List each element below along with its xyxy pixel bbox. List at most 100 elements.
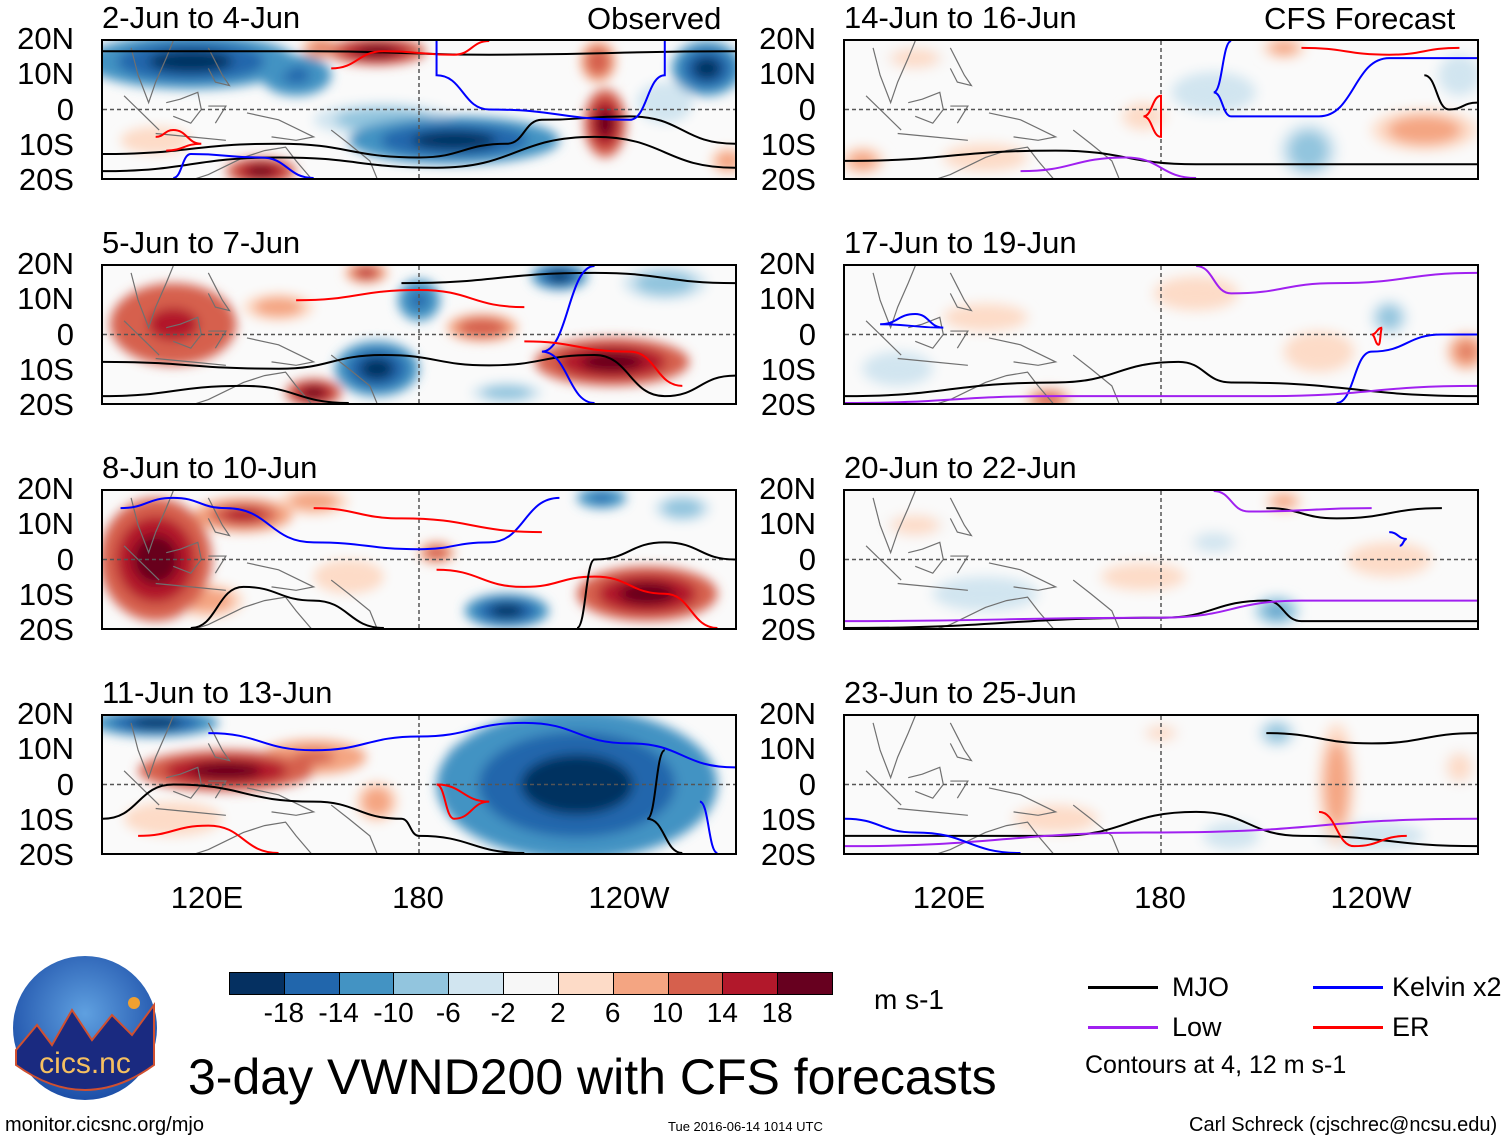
coastline — [950, 781, 968, 798]
coastline — [156, 808, 226, 815]
coastline — [866, 771, 901, 805]
anomaly-blob — [1451, 67, 1468, 84]
wave-contour — [208, 723, 735, 768]
anomaly-field — [880, 491, 1432, 625]
anomaly-blob — [148, 50, 233, 73]
legend-er-line — [1313, 1026, 1383, 1029]
y-tick-label: 20N — [17, 696, 74, 731]
map-panel-observed — [101, 39, 737, 180]
colorbar-label: -10 — [373, 997, 414, 1028]
anomaly-blob — [671, 502, 694, 514]
coastline — [247, 113, 314, 140]
y-tick-label: 10S — [760, 126, 816, 162]
wave-contour — [845, 819, 1477, 846]
y-tick-label: 20N — [17, 21, 74, 56]
logo-text: cics.nc — [39, 1047, 131, 1080]
y-tick-label: 10S — [18, 351, 74, 387]
legend-mjo-label: MJO — [1172, 972, 1229, 1002]
coastline — [331, 580, 377, 628]
y-tick-label: 10N — [759, 731, 816, 767]
wave-contour — [542, 266, 595, 403]
anomaly-blob — [901, 52, 930, 64]
anomaly-blob — [368, 793, 386, 810]
coastline — [898, 808, 968, 815]
panel-title: 11-Jun to 13-Jun — [102, 675, 333, 710]
coastline — [873, 266, 915, 328]
x-tick-120e-left: 120E — [170, 880, 244, 915]
coastline — [208, 331, 226, 348]
coastline — [908, 317, 943, 348]
anomaly-blob — [1219, 830, 1243, 842]
wave-contour — [845, 601, 1477, 628]
panel-title: 23-Jun to 25-Jun — [844, 675, 1077, 710]
wave-contour — [1196, 266, 1477, 293]
wave-contour — [103, 785, 524, 854]
y-tick-label: 0 — [798, 91, 816, 127]
anomaly-blob — [653, 94, 677, 111]
observed-label: Observed — [587, 1, 722, 36]
y-tick-label: 20S — [760, 837, 816, 872]
anomaly-blob — [1276, 497, 1291, 506]
x-tick-180-left: 180 — [392, 880, 444, 915]
anomaly-blob — [1297, 139, 1320, 162]
legend-mjo-line — [1088, 986, 1158, 989]
anomaly-blob — [194, 593, 223, 608]
anomaly-blob — [360, 357, 394, 380]
coastline — [989, 338, 1056, 365]
y-tick-label: 0 — [798, 766, 816, 802]
legend-low-label: Low — [1172, 1012, 1222, 1042]
anomaly-blob — [1038, 813, 1073, 825]
wave-contour — [845, 151, 1477, 165]
anomaly-blob — [468, 322, 497, 334]
anomaly-blob — [1202, 536, 1225, 548]
y-tick-label: 0 — [56, 316, 74, 352]
coastline — [208, 781, 226, 798]
wave-contour — [1372, 328, 1383, 345]
anomaly-blob — [223, 508, 264, 522]
coastline — [124, 96, 159, 130]
coastline — [950, 498, 971, 536]
y-tick-label: 20N — [759, 246, 816, 281]
coastline — [989, 113, 1056, 140]
y-tick-label: 20N — [759, 471, 816, 506]
wave-contour — [1319, 812, 1407, 846]
colorbar-units: m s-1 — [874, 984, 944, 1015]
colorbar-label: -14 — [318, 997, 359, 1028]
anomaly-blob — [619, 582, 676, 605]
anomaly-blob — [334, 569, 363, 584]
colorbar-swatch — [557, 972, 614, 995]
author-credit: Carl Schreck (cjschrec@ncsu.edu) — [1189, 1114, 1498, 1136]
y-tick-label: 10N — [17, 731, 74, 767]
coastline — [331, 805, 377, 853]
anomaly-blob — [313, 43, 328, 52]
y-tick-label: 10N — [17, 506, 74, 542]
source-link[interactable]: monitor.cicsnc.org/mjo — [5, 1114, 204, 1136]
colorbar-swatch — [393, 972, 450, 995]
colorbar-label: 6 — [604, 997, 621, 1028]
coastline — [898, 133, 968, 140]
coastline — [124, 321, 159, 355]
anomaly-blob — [1459, 344, 1474, 359]
wave-contour — [331, 41, 489, 68]
contour-note: Contours at 4, 12 m s-1 — [1085, 1051, 1347, 1079]
x-tick-120w-right: 120W — [1330, 880, 1412, 915]
anomaly-field — [110, 266, 707, 403]
anomaly-blob — [302, 387, 325, 399]
coastline — [247, 338, 314, 365]
coastline — [131, 266, 173, 328]
wave-contour — [437, 570, 718, 628]
map-panel-forecast — [843, 489, 1479, 630]
wave-contour — [103, 116, 735, 157]
coastline — [166, 542, 201, 573]
wave-contour — [1214, 41, 1477, 116]
coastline — [208, 48, 229, 86]
x-tick-180-right: 180 — [1134, 880, 1186, 915]
anomaly-blob — [492, 388, 521, 397]
wave-contour — [845, 386, 1477, 403]
wave-contour — [121, 498, 560, 549]
wave-contour — [845, 812, 1477, 846]
figure-title: 3-day VWND200 with CFS forecasts — [188, 1049, 997, 1105]
colorbar-swatch — [503, 972, 559, 995]
coastline — [898, 358, 968, 365]
